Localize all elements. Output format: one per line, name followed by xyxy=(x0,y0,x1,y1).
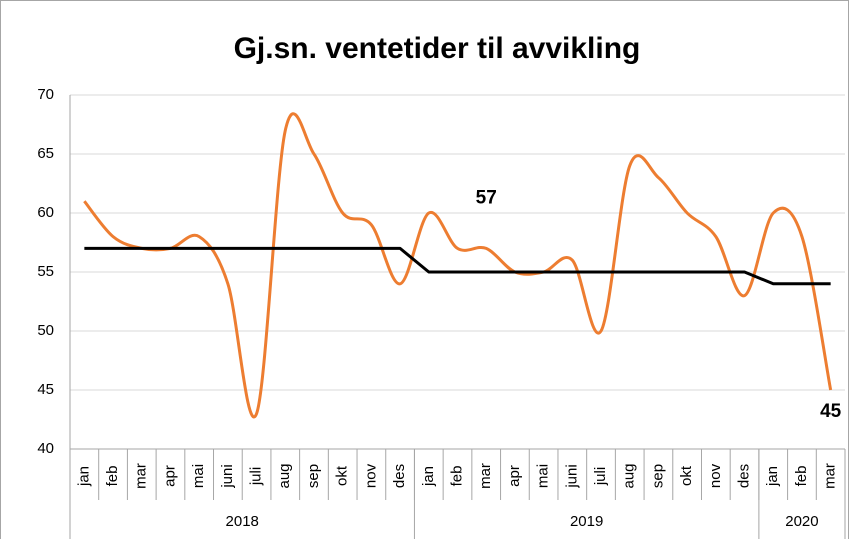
series-line xyxy=(84,246,831,286)
data-label: 57 xyxy=(476,187,497,208)
x-tick-label: juli xyxy=(248,467,265,486)
x-tick-label: aug xyxy=(621,463,638,488)
x-tick-label: apr xyxy=(506,465,523,487)
x-tick-label: jan xyxy=(75,466,92,487)
x-tick-label: jan xyxy=(420,466,437,487)
x-tick-label: juni xyxy=(219,464,236,488)
x-tick-label: mar xyxy=(477,463,494,489)
x-tick-label: mar xyxy=(133,463,150,489)
x-tick-label: mai xyxy=(535,464,552,488)
x-tick-label: feb xyxy=(793,466,810,487)
x-tick-label: juli xyxy=(592,467,609,486)
y-tick-label: 45 xyxy=(37,381,54,398)
x-tick-label: okt xyxy=(334,465,351,486)
x-tick-label: mar xyxy=(822,463,839,489)
y-tick-label: 40 xyxy=(37,440,54,457)
chart-title: Gj.sn. ventetider til avvikling xyxy=(234,32,641,65)
series-line xyxy=(83,112,833,419)
x-tick-label: aug xyxy=(276,463,293,488)
x-tick-label: okt xyxy=(678,465,695,486)
group-label: 2019 xyxy=(570,513,603,530)
x-tick-label: nov xyxy=(362,463,379,488)
x-tick-label: jan xyxy=(764,466,781,487)
x-tick-label: sep xyxy=(305,464,322,488)
y-tick-label: 55 xyxy=(37,263,54,280)
x-tick-label: juni xyxy=(563,464,580,488)
y-tick-label: 65 xyxy=(37,145,54,162)
y-tick-label: 70 xyxy=(37,86,54,103)
data-label: 45 xyxy=(820,401,842,422)
x-tick-label: mai xyxy=(190,464,207,488)
x-tick-label: apr xyxy=(161,465,178,487)
x-tick-label: sep xyxy=(649,464,666,488)
x-tick-label: des xyxy=(391,464,408,488)
x-tick-label: feb xyxy=(448,466,465,487)
group-label: 2018 xyxy=(226,513,259,530)
x-tick-label: des xyxy=(736,464,753,488)
y-tick-label: 60 xyxy=(37,204,54,221)
y-tick-label: 50 xyxy=(37,322,54,339)
x-tick-label: nov xyxy=(707,463,724,488)
x-tick-label: feb xyxy=(104,466,121,487)
group-label: 2020 xyxy=(785,513,818,530)
